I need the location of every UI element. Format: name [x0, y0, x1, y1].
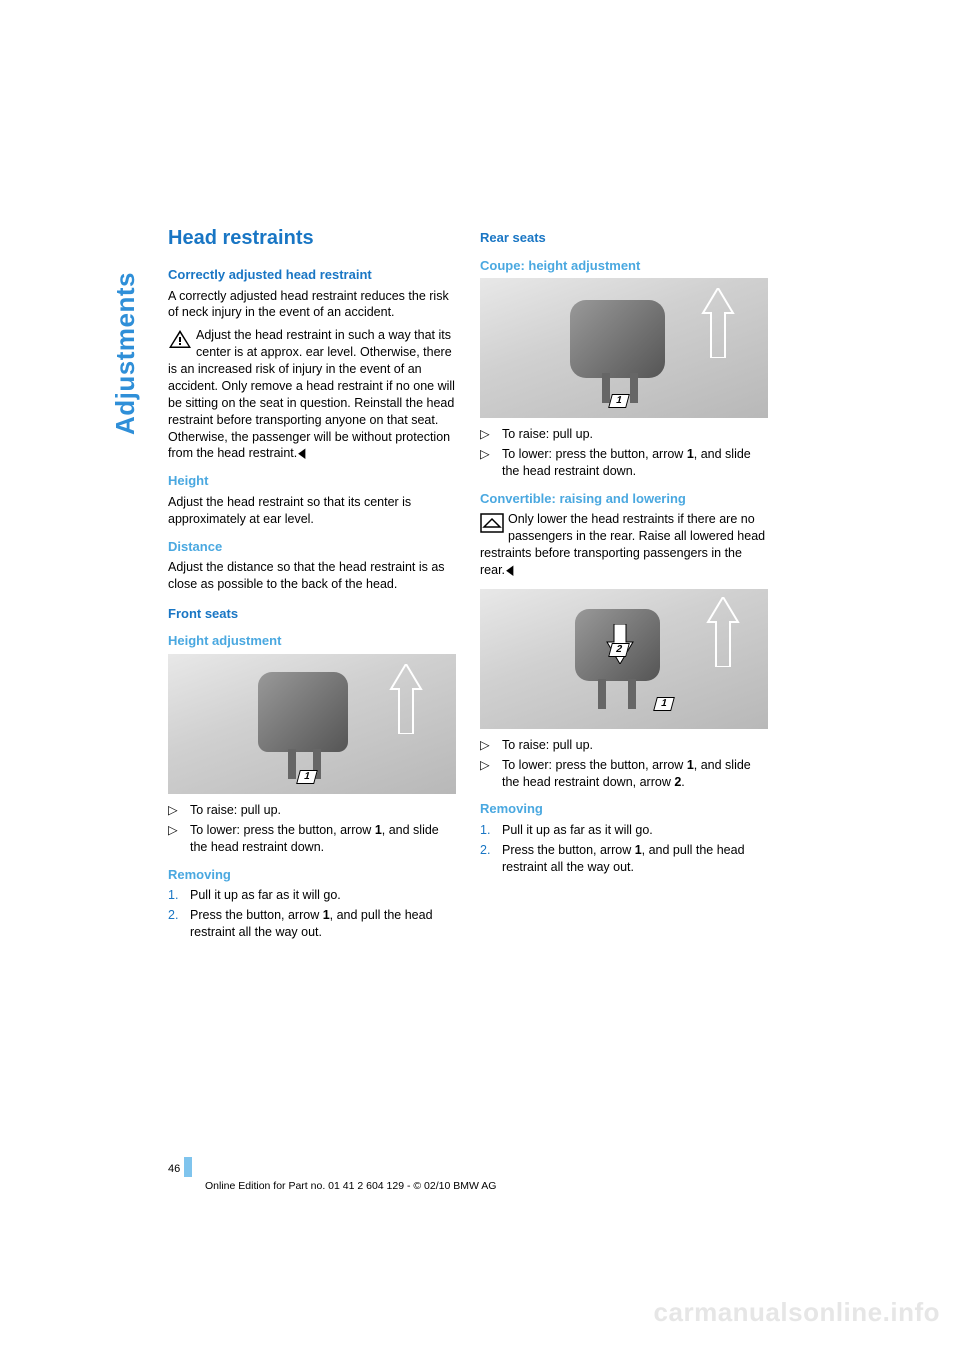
page-number-box: 46	[168, 1157, 192, 1177]
bullet-icon: ▷	[480, 426, 502, 443]
list-item: 1. Pull it up as far as it will go.	[480, 822, 768, 839]
bullet-icon: ▷	[480, 446, 502, 480]
list-text: To raise: pull up.	[502, 426, 768, 443]
list-item: ▷ To raise: pull up.	[480, 737, 768, 754]
list-item: ▷ To raise: pull up.	[480, 426, 768, 443]
bullet-icon: ▷	[168, 822, 190, 856]
distance-text: Adjust the distance so that the head res…	[168, 559, 456, 593]
note-text: Only lower the head restraints if there …	[480, 512, 765, 577]
heading-removing-right: Removing	[480, 800, 768, 818]
watermark: carmanualsonline.info	[654, 1297, 940, 1328]
step-text: Pull it up as far as it will go.	[190, 887, 456, 904]
intro-text: A correctly adjusted head restraint redu…	[168, 288, 456, 322]
list-text: To lower: press the button, arrow 1, and…	[190, 822, 456, 856]
warning-text: Adjust the head restraint in such a way …	[168, 328, 455, 460]
note-block: Only lower the head restraints if there …	[480, 511, 768, 579]
list-item: 1. Pull it up as far as it will go.	[168, 887, 456, 904]
heading-front-height-adj: Height adjustment	[168, 632, 456, 650]
list-item: ▷ To lower: press the button, arrow 1, a…	[480, 446, 768, 480]
page-number: 46	[168, 1163, 184, 1177]
step-number: 2.	[480, 842, 502, 876]
heading-rear-seats: Rear seats	[480, 229, 768, 247]
list-text: To raise: pull up.	[502, 737, 768, 754]
list-text: To raise: pull up.	[190, 802, 456, 819]
removing-list-left: 1. Pull it up as far as it will go. 2. P…	[168, 887, 456, 941]
heading-head-restraints: Head restraints	[168, 225, 456, 252]
list-item: 2. Press the button, arrow 1, and pull t…	[480, 842, 768, 876]
left-column: Head restraints Correctly adjusted head …	[168, 225, 456, 947]
heading-correctly-adjusted: Correctly adjusted head restraint	[168, 266, 456, 284]
note-icon	[480, 513, 504, 533]
height-text: Adjust the head restraint so that its ce…	[168, 494, 456, 528]
end-mark: ◀	[299, 445, 306, 462]
step-number: 1.	[168, 887, 190, 904]
sidebar-tab: Adjustments	[110, 225, 138, 435]
step-text: Press the button, arrow 1, and pull the …	[502, 842, 768, 876]
heading-removing-left: Removing	[168, 866, 456, 884]
heading-front-seats: Front seats	[168, 605, 456, 623]
front-list: ▷ To raise: pull up. ▷ To lower: press t…	[168, 802, 456, 856]
warning-icon	[168, 329, 192, 349]
convertible-list: ▷ To raise: pull up. ▷ To lower: press t…	[480, 737, 768, 791]
figure-coupe-headrest: 1	[480, 278, 768, 418]
warning-block: Adjust the head restraint in such a way …	[168, 327, 456, 462]
list-item: 2. Press the button, arrow 1, and pull t…	[168, 907, 456, 941]
step-text: Pull it up as far as it will go.	[502, 822, 768, 839]
heading-convertible: Convertible: raising and lowering	[480, 490, 768, 508]
list-item: ▷ To raise: pull up.	[168, 802, 456, 819]
right-column: Rear seats Coupe: height adjustment 1 ▷ …	[480, 225, 768, 947]
heading-distance: Distance	[168, 538, 456, 556]
coupe-list: ▷ To raise: pull up. ▷ To lower: press t…	[480, 426, 768, 480]
bullet-icon: ▷	[480, 737, 502, 754]
removing-list-right: 1. Pull it up as far as it will go. 2. P…	[480, 822, 768, 876]
heading-coupe: Coupe: height adjustment	[480, 257, 768, 275]
step-text: Press the button, arrow 1, and pull the …	[190, 907, 456, 941]
step-number: 2.	[168, 907, 190, 941]
list-item: ▷ To lower: press the button, arrow 1, a…	[168, 822, 456, 856]
bullet-icon: ▷	[480, 757, 502, 791]
bullet-icon: ▷	[168, 802, 190, 819]
figure-convertible-headrest: 2 1	[480, 589, 768, 729]
list-text: To lower: press the button, arrow 1, and…	[502, 757, 768, 791]
sidebar-label: Adjustments	[110, 272, 141, 435]
content-area: Head restraints Correctly adjusted head …	[168, 225, 768, 947]
end-mark: ◀	[506, 562, 513, 579]
footer-text: Online Edition for Part no. 01 41 2 604 …	[205, 1180, 496, 1192]
list-text: To lower: press the button, arrow 1, and…	[502, 446, 768, 480]
heading-height: Height	[168, 472, 456, 490]
page-number-bar	[184, 1157, 192, 1177]
list-item: ▷ To lower: press the button, arrow 1, a…	[480, 757, 768, 791]
step-number: 1.	[480, 822, 502, 839]
figure-front-headrest: 1	[168, 654, 456, 794]
